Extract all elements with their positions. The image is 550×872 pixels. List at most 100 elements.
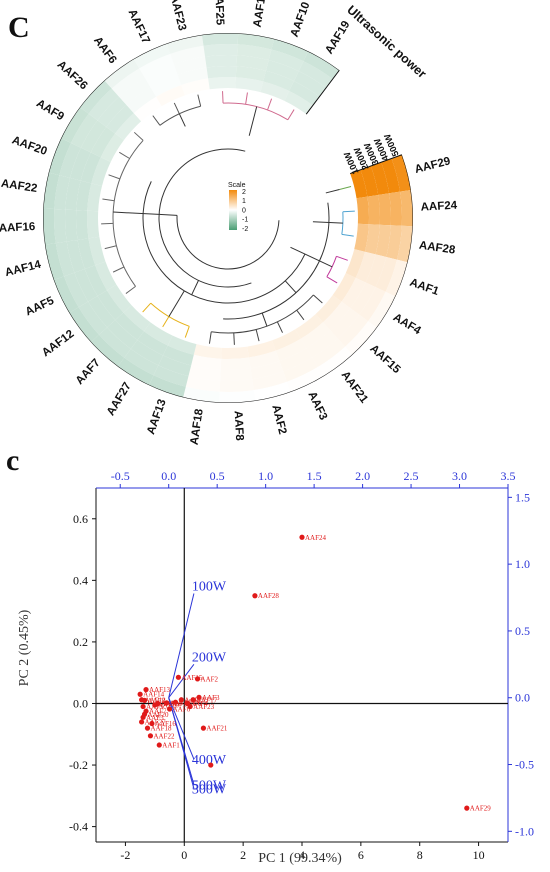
x2-tick-label: 0.0 bbox=[161, 469, 176, 483]
heatmap-cell bbox=[303, 51, 340, 80]
heatmap-cell bbox=[53, 276, 79, 313]
point-label: AAF28 bbox=[258, 592, 280, 600]
heatmap-cell bbox=[284, 90, 313, 115]
dendro-branch bbox=[168, 290, 185, 317]
data-point bbox=[175, 674, 181, 680]
heatmap-cell bbox=[100, 133, 124, 162]
heatmap-cell bbox=[91, 157, 111, 187]
data-point bbox=[140, 703, 146, 710]
data-point bbox=[194, 676, 201, 682]
scale-title: Scale bbox=[228, 182, 246, 189]
sample-label: AAF4 bbox=[391, 312, 423, 338]
sample-label: AAF16 bbox=[0, 221, 35, 235]
loading-label: 100W bbox=[192, 580, 227, 595]
heatmap-cell bbox=[237, 44, 272, 61]
dendro-branch bbox=[290, 246, 333, 268]
heatmap-cell bbox=[64, 272, 89, 308]
heatmap-cell bbox=[111, 68, 145, 97]
heatmap-cell bbox=[389, 191, 402, 226]
dendro-branch bbox=[197, 94, 202, 107]
heatmap-cell bbox=[350, 169, 368, 199]
heatmap-cell bbox=[76, 210, 89, 240]
dendro-arc bbox=[223, 202, 330, 320]
heatmap-cell bbox=[208, 77, 236, 90]
x-tick-label: -2 bbox=[120, 848, 130, 862]
heatmap-cell bbox=[166, 34, 204, 54]
heatmap-cell bbox=[289, 81, 320, 106]
y-tick-label: -0.4 bbox=[69, 820, 88, 834]
heatmap-cell bbox=[173, 56, 207, 75]
heatmap-cell bbox=[156, 84, 185, 107]
dendrogram bbox=[101, 91, 355, 345]
heatmap-cell bbox=[126, 87, 157, 114]
dendro-branch bbox=[325, 188, 340, 194]
heatmap-cell bbox=[74, 268, 98, 302]
sample-label: AAF17 bbox=[126, 8, 152, 46]
loading-vector bbox=[168, 664, 195, 699]
dendro-branch bbox=[296, 309, 305, 321]
y-tick-label: 0.6 bbox=[73, 512, 88, 526]
heatmap-cell bbox=[201, 32, 239, 46]
loading-label: 400W bbox=[192, 753, 227, 768]
dendro-arc bbox=[112, 140, 144, 287]
data-point bbox=[164, 700, 170, 706]
sample-label: AAF8 bbox=[232, 410, 246, 441]
heatmap-cell bbox=[399, 189, 414, 227]
point-label: AAF17 bbox=[196, 696, 218, 704]
point-label: AAF18 bbox=[151, 725, 173, 733]
x-tick-label: 8 bbox=[417, 848, 423, 862]
scale-tick: 0 bbox=[242, 207, 246, 214]
heatmap-cell bbox=[221, 346, 249, 359]
x-tick-label: 2 bbox=[240, 848, 246, 862]
dendro-branch bbox=[222, 91, 224, 104]
data-point bbox=[252, 593, 258, 599]
heatmap-cell bbox=[368, 291, 396, 328]
heatmap-cell bbox=[88, 295, 116, 328]
dendro-branch bbox=[336, 255, 348, 261]
point-label: AAF29 bbox=[470, 805, 492, 813]
data-point bbox=[144, 725, 151, 731]
dendro-branch bbox=[152, 115, 161, 126]
heatmap-cell bbox=[272, 329, 301, 351]
y2-tick-label: 0.0 bbox=[515, 691, 530, 705]
dendro-branch bbox=[191, 280, 199, 296]
heatmap-cell bbox=[106, 104, 134, 134]
dendro-branch bbox=[142, 302, 152, 313]
dendro-branch bbox=[102, 198, 115, 202]
heatmap-cell bbox=[253, 381, 291, 401]
point-label: AAF3 bbox=[202, 694, 220, 702]
heatmap-cell bbox=[300, 322, 331, 349]
sample-label: AAF2 bbox=[269, 404, 288, 436]
point-label: AAF26 bbox=[161, 700, 183, 708]
point-label: AAF1 bbox=[162, 742, 180, 750]
sample-label: AAF27 bbox=[105, 380, 134, 417]
color-scale-legend: Scale 2 1 0 -1 -2 bbox=[228, 182, 248, 233]
dendro-branch bbox=[342, 210, 355, 213]
data-point bbox=[299, 534, 305, 540]
heatmap-cell bbox=[44, 243, 65, 281]
y2-tick-label: 1.0 bbox=[515, 557, 530, 571]
sample-label: AAF10 bbox=[289, 0, 313, 38]
heatmap-cell bbox=[150, 74, 182, 97]
heatmap-cell bbox=[53, 208, 67, 244]
dendro-branch bbox=[101, 222, 114, 225]
heatmap-cell bbox=[271, 38, 309, 62]
dendro-branch bbox=[267, 98, 273, 111]
y2-tick-label: -0.5 bbox=[515, 758, 534, 772]
sample-label: AAF26 bbox=[55, 59, 90, 92]
point-label: AAF2 bbox=[201, 675, 219, 683]
point-label: AAF6 bbox=[173, 706, 191, 714]
data-point bbox=[156, 742, 162, 748]
heatmap-cell bbox=[312, 338, 346, 368]
heatmap-cell bbox=[298, 61, 333, 88]
data-point bbox=[190, 697, 196, 703]
heatmap-cell bbox=[42, 208, 56, 245]
y2-tick-label: -1.0 bbox=[515, 824, 534, 838]
heatmap-cell bbox=[106, 284, 132, 313]
sample-label: AAF12 bbox=[40, 328, 76, 359]
heatmap-cell bbox=[153, 365, 189, 387]
loading-label: 200W bbox=[192, 650, 227, 665]
y-tick-label: 0.4 bbox=[73, 573, 88, 587]
heatmap-cell bbox=[341, 277, 366, 309]
